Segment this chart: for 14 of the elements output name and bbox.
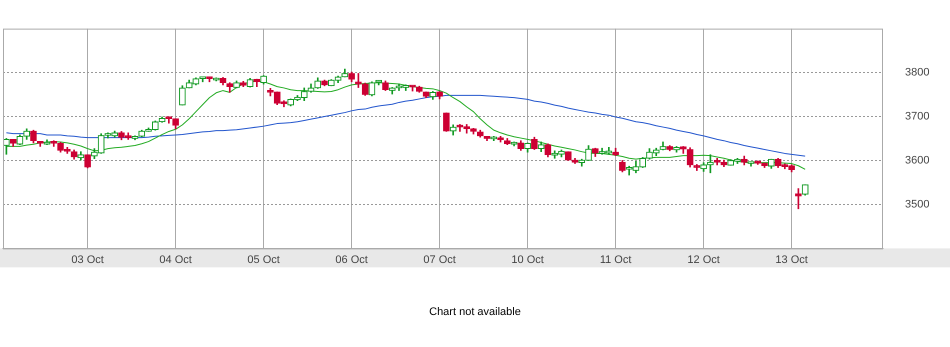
text: Chart not available <box>428 306 522 318</box>
y-tick-label: 3500 <box>905 198 930 210</box>
x-tick-label: 06 Oct <box>335 254 368 266</box>
x-tick-label: 05 Oct <box>247 254 280 266</box>
x-tick-label: 11 Oct <box>600 254 632 266</box>
x-tick-label: 07 Oct <box>423 254 456 266</box>
y-tick-label: 3700 <box>905 110 930 123</box>
x-tick-label: 12 Oct <box>687 254 720 266</box>
x-tick-label: 13 Oct <box>775 254 808 266</box>
y-tick-label: 3800 <box>905 66 930 79</box>
x-tick-label: 10 Oct <box>511 254 544 266</box>
x-tick-label: 04 Oct <box>159 254 192 266</box>
x-tick-label: 03 Oct <box>71 254 104 266</box>
y-tick-label: 3600 <box>905 154 930 167</box>
